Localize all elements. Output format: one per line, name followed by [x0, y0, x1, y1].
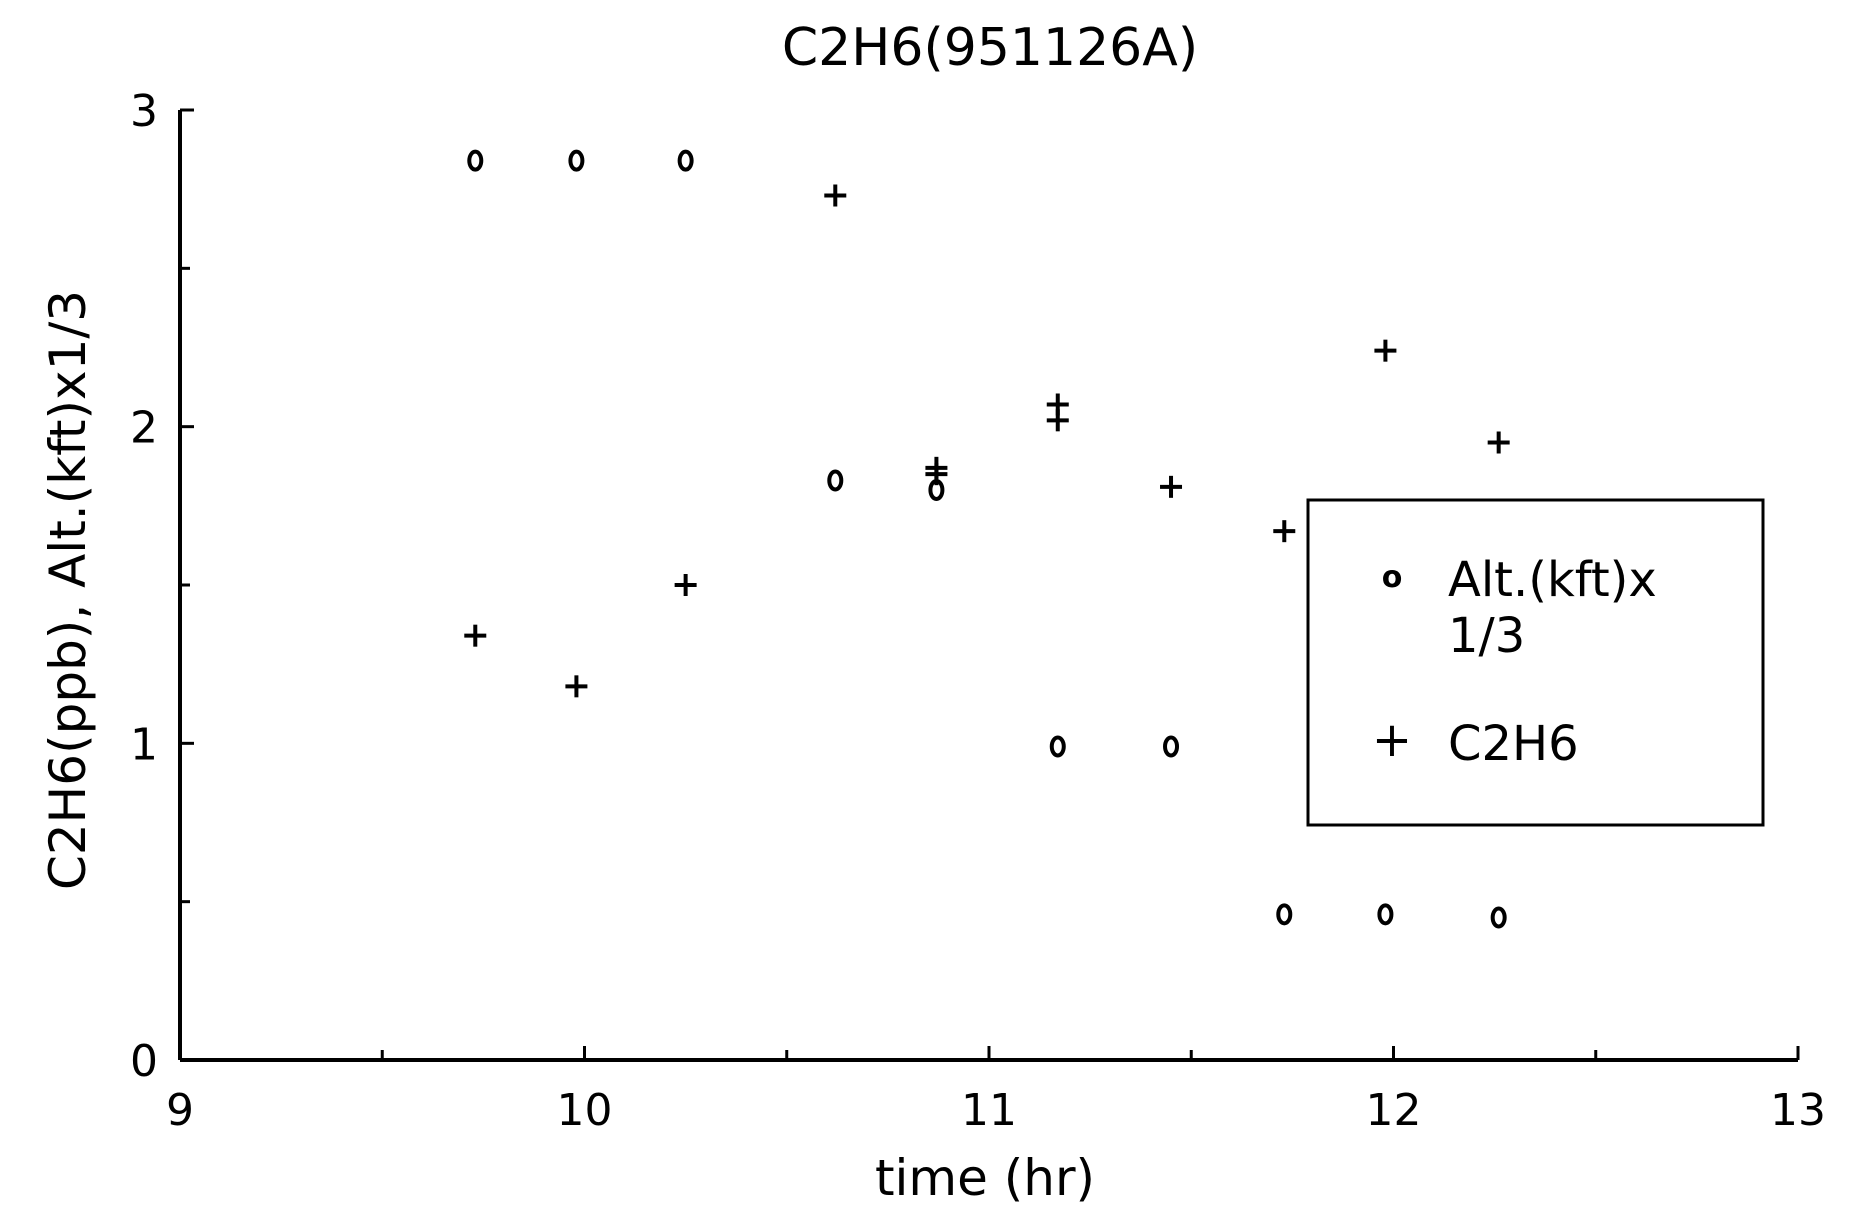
legend: o Alt.(kft)x 1/3 + C2H6	[1306, 498, 1765, 827]
legend-box	[1306, 498, 1765, 827]
c2h6-point	[1487, 431, 1510, 454]
c2h6-point	[1273, 520, 1296, 543]
altitude-point	[677, 149, 694, 172]
legend-label-c2h6: C2H6	[1448, 716, 1579, 772]
legend-label-alt-line1: Alt.(kft)x	[1448, 552, 1657, 608]
legend-label-alt-line2: 1/3	[1448, 608, 1525, 664]
x-tick-label: 10	[557, 1085, 613, 1136]
y-tick-label: 3	[130, 86, 158, 137]
x-tick-label: 11	[961, 1085, 1017, 1136]
legend-marker-c2h6: +	[1372, 712, 1412, 768]
altitude-point	[1049, 735, 1066, 758]
altitude-point	[568, 149, 585, 172]
altitude-point	[1276, 903, 1293, 926]
altitude-point	[827, 469, 844, 492]
y-axis-title: C2H6(ppb), Alt.(kft)x1/3	[39, 290, 97, 890]
x-tick-label: 9	[166, 1085, 194, 1136]
data-points	[464, 149, 1510, 929]
x-tick-label: 13	[1770, 1085, 1826, 1136]
c2h6-point	[925, 463, 948, 486]
y-tick-label: 2	[130, 403, 158, 454]
c2h6-point	[565, 675, 588, 698]
altitude-point	[467, 149, 484, 172]
x-axis-title: time (hr)	[875, 1149, 1095, 1207]
x-tick-label: 12	[1366, 1085, 1422, 1136]
altitude-point	[1490, 906, 1507, 929]
c2h6-point	[674, 574, 697, 596]
axis-ticks	[178, 108, 1800, 1062]
c2h6-point	[1046, 409, 1069, 432]
c2h6-point	[1374, 339, 1397, 362]
c2h6-point	[464, 624, 487, 647]
chart-title: C2H6(951126A)	[782, 18, 1198, 78]
altitude-point	[1377, 903, 1394, 926]
c2h6-point	[1160, 475, 1183, 498]
legend-marker-alt: o	[1382, 560, 1403, 595]
altitude-point	[1163, 735, 1180, 758]
y-tick-label: 1	[130, 719, 158, 770]
c2h6-point	[824, 184, 847, 207]
y-tick-label: 0	[130, 1036, 158, 1087]
